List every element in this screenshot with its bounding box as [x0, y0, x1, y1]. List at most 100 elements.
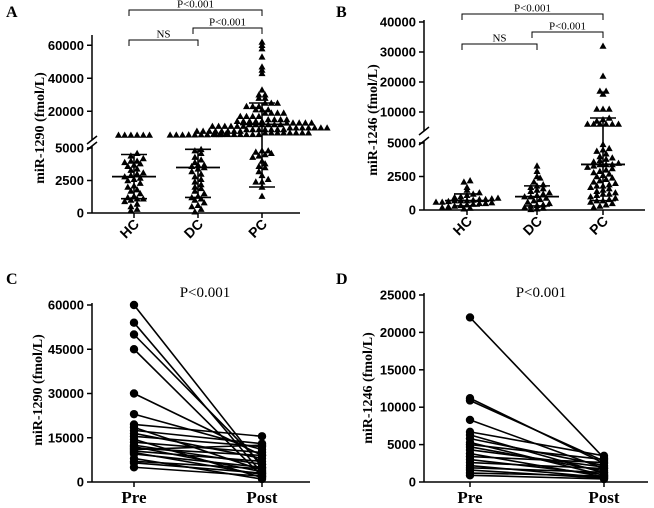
data-point-triangle [133, 205, 141, 212]
significance-bracket [531, 31, 604, 38]
paired-line [469, 472, 605, 477]
data-point-post [257, 451, 267, 460]
data-point-triangle [482, 199, 490, 207]
data-point-triangle [255, 162, 263, 169]
data-point-triangle [593, 173, 601, 180]
data-point-triangle [188, 203, 196, 210]
data-point-triangle [488, 199, 496, 206]
data-point-triangle [488, 195, 496, 202]
data-point-triangle [188, 167, 196, 175]
data-point-pre [129, 409, 139, 419]
x-tick-label: Post [588, 488, 620, 507]
data-point-triangle [438, 203, 446, 211]
data-point-pre [129, 300, 139, 310]
data-point-triangle [323, 124, 331, 131]
data-point-triangle [308, 119, 316, 126]
data-point-triangle [590, 168, 598, 176]
data-point-triangle [264, 106, 272, 113]
data-point-triangle [602, 120, 610, 127]
data-point-triangle [533, 205, 541, 212]
data-point-triangle [596, 87, 604, 94]
x-tick-label: DC [519, 213, 545, 239]
data-point-triangle [133, 157, 141, 164]
data-point-triangle [258, 69, 266, 77]
data-point-triangle [545, 199, 553, 207]
data-point-triangle [121, 131, 129, 138]
data-point-triangle [596, 152, 604, 160]
data-point-triangle [596, 120, 604, 127]
y-tick-label: 15000 [48, 430, 84, 445]
data-point-triangle [227, 122, 235, 129]
data-point-triangle [258, 45, 266, 52]
data-point-post [599, 474, 609, 484]
data-point-triangle [590, 162, 598, 169]
y-tick-label: 10000 [380, 105, 416, 120]
data-point-triangle [133, 165, 141, 172]
data-point-triangle [530, 178, 538, 185]
data-point-triangle [200, 199, 208, 206]
data-point-triangle [292, 129, 300, 136]
data-point-triangle [197, 156, 205, 163]
data-point-triangle [249, 125, 257, 133]
data-point-triangle [521, 203, 529, 211]
data-point-pre [129, 463, 139, 472]
data-point-triangle [261, 125, 269, 133]
data-point-triangle [596, 202, 604, 209]
significance-label: NS [492, 33, 506, 45]
data-point-triangle [191, 153, 199, 160]
data-point-triangle [197, 184, 205, 192]
data-point-triangle [255, 112, 263, 119]
data-point-triangle [590, 158, 598, 165]
panel-label-a: A [6, 4, 18, 21]
data-point-triangle [274, 129, 281, 136]
data-point-triangle [289, 119, 297, 126]
data-point-triangle [236, 112, 244, 119]
y-tick-label: 60000 [48, 38, 84, 53]
y-tick-label: 25000 [380, 288, 416, 303]
data-point-triangle [136, 179, 144, 186]
data-point-triangle [590, 178, 598, 185]
data-point-triangle [283, 116, 291, 123]
data-point-triangle [274, 99, 281, 106]
data-point-triangle [230, 130, 238, 138]
significance-bracket [128, 9, 263, 16]
data-point-triangle [197, 180, 205, 188]
data-point-triangle [539, 190, 547, 197]
significance-bracket [461, 13, 604, 20]
data-point-triangle [267, 125, 275, 133]
data-point-triangle [249, 130, 257, 138]
data-point-triangle [197, 170, 205, 177]
data-point-triangle [261, 94, 269, 101]
data-point-triangle [258, 63, 266, 70]
data-point-triangle [197, 205, 205, 212]
data-point-triangle [233, 117, 241, 124]
data-point-triangle [191, 187, 199, 194]
data-point-triangle [249, 153, 257, 160]
x-tick-label: Pre [457, 488, 483, 507]
paired-line [469, 431, 605, 457]
data-point-triangle [191, 183, 199, 190]
data-point-triangle [197, 175, 205, 182]
data-point-triangle [593, 147, 601, 154]
data-point-triangle [608, 199, 616, 207]
data-point-pre [465, 313, 475, 322]
data-point-triangle [197, 195, 205, 202]
data-point-triangle [191, 158, 199, 166]
data-point-triangle [127, 131, 135, 138]
x-tick-label: Post [246, 488, 278, 507]
data-point-triangle [466, 177, 474, 184]
x-tick-label: PC [245, 216, 270, 241]
data-point-triangle [596, 167, 604, 174]
data-point-triangle [305, 124, 312, 131]
data-point-triangle [261, 164, 269, 171]
x-tick-label: DC [180, 216, 206, 242]
data-point-triangle [261, 151, 269, 158]
data-point-triangle [608, 154, 616, 161]
data-point-triangle [584, 120, 591, 127]
y-axis-title-c: miR-1290 (fmol/L) [31, 334, 46, 446]
data-point-triangle [252, 178, 260, 185]
data-point-triangle [605, 170, 613, 177]
significance-label: NS [156, 29, 170, 41]
data-point-triangle [133, 131, 141, 138]
axis-break-mark [86, 135, 98, 145]
